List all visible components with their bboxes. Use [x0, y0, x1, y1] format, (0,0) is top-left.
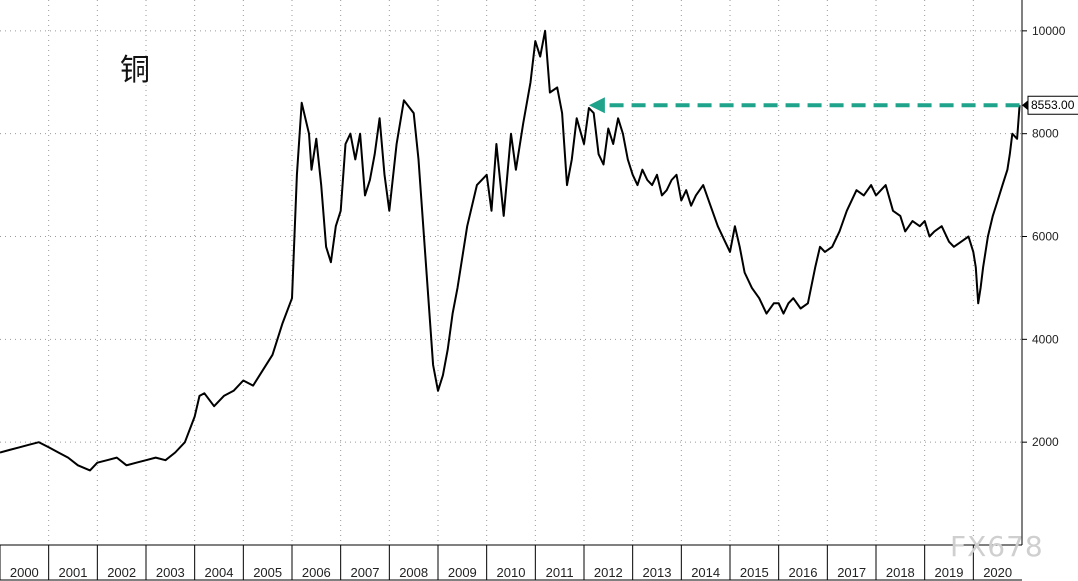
x-tick-labels: 2000 2001 2002 2003 2004 2005 2006 2007 2008 2009… — [0, 545, 1012, 580]
x-tick-label: 2018 — [886, 565, 915, 580]
chart-title: 铜 — [120, 53, 150, 88]
y-tick-label: 2000 — [1032, 435, 1059, 449]
y-tick-label: 4000 — [1032, 332, 1059, 346]
y-tick-labels: 2000 4000 6000 8000 10000 — [1022, 24, 1066, 449]
axes — [0, 0, 1023, 581]
gridlines — [0, 0, 1022, 545]
y-tick-label: 10000 — [1032, 24, 1066, 38]
x-tick-label: 2008 — [399, 565, 428, 580]
x-tick-label: 2005 — [253, 565, 282, 580]
y-tick-label: 8000 — [1032, 127, 1059, 141]
copper-price-line — [0, 29, 1021, 472]
x-tick-label: 2012 — [594, 565, 623, 580]
x-tick-label: 2009 — [448, 565, 477, 580]
x-tick-label: 2017 — [837, 565, 866, 580]
x-tick-label: 2003 — [156, 565, 185, 580]
reference-arrow — [588, 97, 1020, 114]
last-value-label: 8553.00 — [1031, 98, 1075, 112]
y-tick-label: 6000 — [1032, 230, 1059, 244]
x-tick-label: 2020 — [983, 565, 1012, 580]
watermark: FX678 — [950, 530, 1044, 563]
x-tick-label: 2000 — [10, 565, 39, 580]
x-tick-label: 2004 — [205, 565, 234, 580]
x-tick-label: 2007 — [351, 565, 380, 580]
last-value-marker: 8553.00 — [1022, 95, 1078, 115]
x-tick-label: 2002 — [107, 565, 136, 580]
x-tick-label: 2011 — [546, 565, 574, 580]
reference-arrow-head — [588, 97, 605, 114]
x-tick-label: 2010 — [497, 565, 526, 580]
series-layer — [0, 29, 1021, 472]
x-tick-label: 2015 — [740, 565, 769, 580]
x-tick-label: 2013 — [643, 565, 672, 580]
x-tick-label: 2006 — [302, 565, 331, 580]
x-tick-label: 2019 — [935, 565, 964, 580]
last-value-pointer — [1022, 100, 1028, 111]
x-tick-label: 2001 — [59, 565, 88, 580]
x-tick-label: 2016 — [789, 565, 818, 580]
x-tick-label: 2014 — [691, 565, 720, 580]
